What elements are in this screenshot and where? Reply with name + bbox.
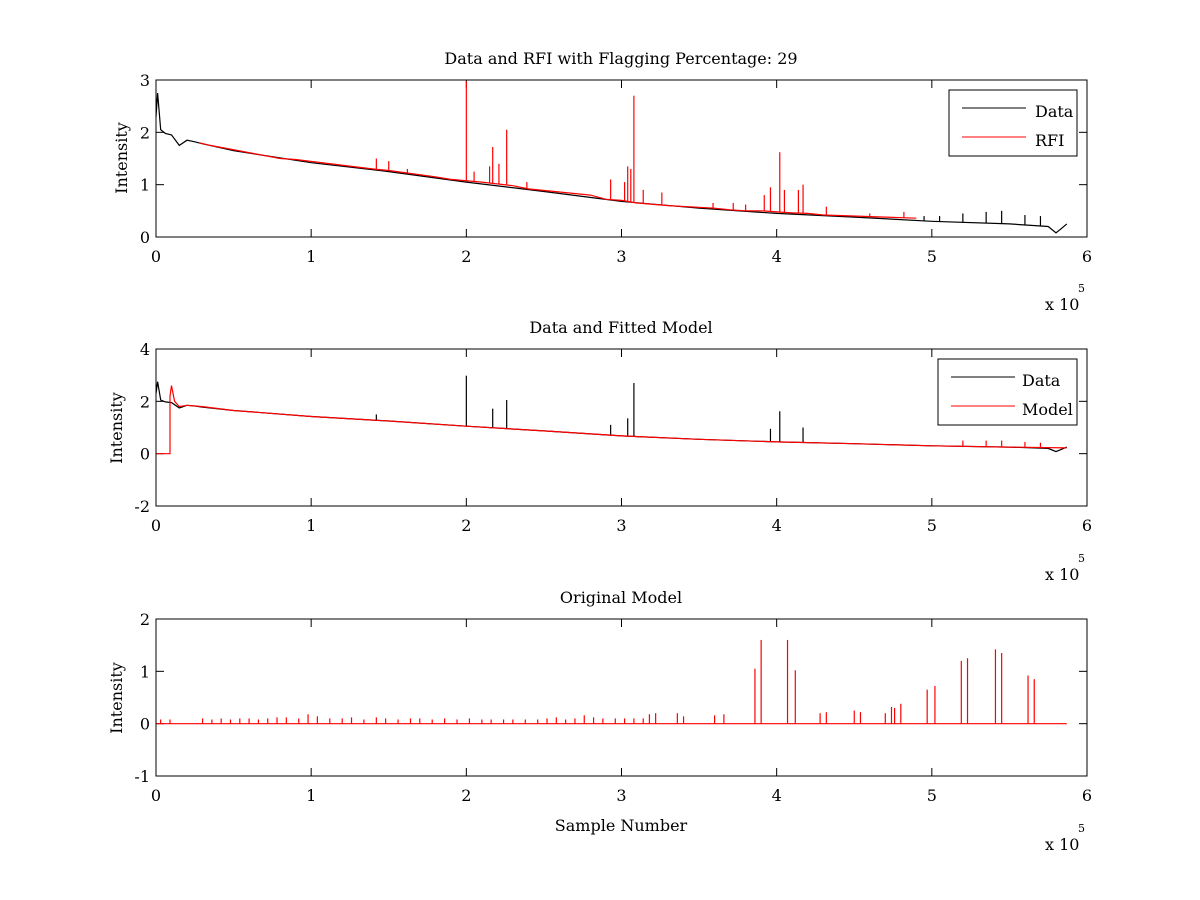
panel-1-exponent-base: x 10 <box>1045 295 1079 314</box>
panel-2-exponent-power: 5 <box>1078 552 1085 565</box>
x-tick-label: 6 <box>1082 247 1092 266</box>
x-tick-label: 5 <box>927 516 937 535</box>
panel-2-axes-box <box>155 348 1088 507</box>
x-tick-label: 5 <box>927 786 937 805</box>
panel-2-legend-box <box>937 358 1078 426</box>
panel-2-legend-label-model: Model <box>1022 400 1073 419</box>
panel-1-axes-box <box>155 79 1088 238</box>
x-tick-label: 6 <box>1082 786 1092 805</box>
x-tick-label: 0 <box>151 786 161 805</box>
panel-3-exponent-base: x 10 <box>1045 835 1079 854</box>
panel-2: Data and Fitted Model Intensity 0 1 2 3 4 5 6 -… <box>107 318 1092 584</box>
panel-3-title: Original Model <box>560 588 682 607</box>
panel-1-ylabel: Intensity <box>112 122 131 194</box>
x-tick-label: 4 <box>772 786 782 805</box>
panel-3-exponent-power: 5 <box>1078 822 1085 835</box>
panel-3-axes-box <box>155 618 1088 777</box>
y-tick-label: 0 <box>140 445 150 464</box>
x-tick-label: 1 <box>306 247 316 266</box>
series-line-model <box>156 385 1067 455</box>
x-tick-label: 1 <box>306 786 316 805</box>
y-tick-label: 1 <box>140 662 150 681</box>
panel-2-legend: Data Model <box>937 358 1078 426</box>
panel-1: Data and RFI with Flagging Percentage: 2… <box>112 49 1092 314</box>
x-tick-label: 3 <box>616 786 626 805</box>
panel-1-title: Data and RFI with Flagging Percentage: 2… <box>444 49 797 68</box>
y-tick-label: 1 <box>140 176 150 195</box>
panel-1-legend-box <box>948 89 1078 157</box>
x-tick-label: 2 <box>461 516 471 535</box>
y-tick-label: 2 <box>140 123 150 142</box>
y-tick-label: 0 <box>140 715 150 734</box>
y-tick-label: 4 <box>140 340 150 359</box>
panel-1-legend-label-rfi: RFI <box>1035 131 1064 150</box>
panel-2-legend-label-data: Data <box>1022 371 1061 390</box>
panel-1-x-exponent: x 10 5 <box>1045 282 1085 314</box>
panel-1-legend-label-data: Data <box>1035 102 1074 121</box>
panel-1-exponent-power: 5 <box>1078 282 1085 295</box>
panel-2-title: Data and Fitted Model <box>529 318 712 337</box>
x-tick-label: 2 <box>461 786 471 805</box>
panel-2-x-exponent: x 10 5 <box>1045 552 1085 584</box>
x-tick-label: 3 <box>616 516 626 535</box>
panel-3-xlabel: Sample Number <box>555 816 688 835</box>
x-tick-label: 3 <box>616 247 626 266</box>
x-tick-label: 5 <box>927 247 937 266</box>
x-tick-label: 4 <box>772 247 782 266</box>
panel-1-legend: Data RFI <box>948 89 1078 157</box>
y-tick-label: -1 <box>134 767 150 786</box>
panel-2-ylabel: Intensity <box>107 392 126 464</box>
panel-2-exponent-base: x 10 <box>1045 565 1079 584</box>
panel-3-ylabel: Intensity <box>107 662 126 734</box>
x-tick-label: 2 <box>461 247 471 266</box>
x-tick-label: 0 <box>151 516 161 535</box>
y-tick-label: 2 <box>140 392 150 411</box>
series-line-data <box>155 93 1068 234</box>
y-tick-label: 0 <box>140 228 150 247</box>
y-tick-label: -2 <box>134 497 150 516</box>
panel-3-x-exponent: x 10 5 <box>1045 822 1085 854</box>
y-tick-label: 2 <box>140 610 150 629</box>
x-tick-label: 4 <box>772 516 782 535</box>
x-tick-label: 0 <box>151 247 161 266</box>
y-tick-label: 3 <box>140 71 150 90</box>
x-tick-label: 6 <box>1082 516 1092 535</box>
x-tick-label: 1 <box>306 516 316 535</box>
